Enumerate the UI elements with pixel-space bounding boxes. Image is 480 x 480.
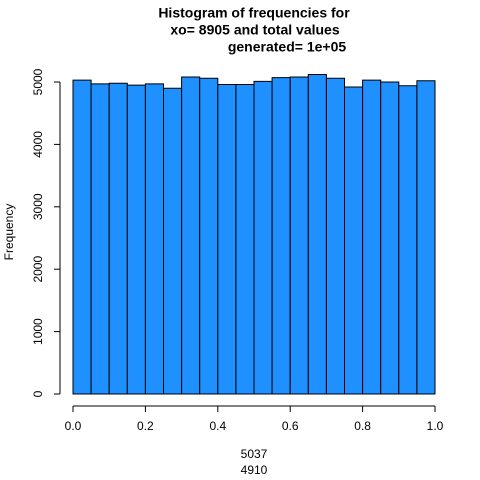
y-tick-label: 5000 (31, 68, 45, 95)
x-axis-label: 4910 (241, 463, 268, 477)
bar (380, 81, 400, 395)
x-tick-label: 0.8 (354, 419, 371, 433)
bar (199, 77, 219, 395)
y-tick-label: 2000 (31, 256, 45, 283)
y-tick-label: 4000 (31, 131, 45, 158)
bar (126, 84, 146, 395)
bar (307, 74, 327, 395)
bar (144, 83, 164, 395)
x-axis-label: 5037 (241, 447, 268, 461)
bar (325, 77, 345, 395)
bar (344, 86, 364, 395)
y-axis-label: Frequency (2, 204, 16, 261)
bar (181, 76, 201, 395)
chart-title: xo= 8905 and total values (170, 22, 339, 38)
bar (235, 83, 255, 395)
bar (163, 87, 183, 395)
bar (398, 85, 418, 395)
x-tick-label: 0.6 (282, 419, 299, 433)
bar (253, 80, 273, 395)
y-tick-label: 0 (31, 390, 45, 397)
x-tick-label: 0.2 (137, 419, 154, 433)
bar (362, 79, 382, 395)
bar (416, 80, 436, 395)
x-tick-label: 0.4 (209, 419, 226, 433)
bar (289, 76, 309, 395)
chart-title: generated= 1e+05 (228, 39, 347, 55)
x-tick-label: 1.0 (427, 419, 444, 433)
bar (90, 83, 110, 395)
bar (72, 79, 92, 395)
y-tick-label: 1000 (31, 318, 45, 345)
bar (108, 82, 128, 395)
y-tick-label: 3000 (31, 193, 45, 220)
x-tick-label: 0.0 (65, 419, 82, 433)
bar (271, 77, 291, 395)
chart-title: Histogram of frequencies for (158, 5, 350, 21)
bar (217, 83, 237, 395)
